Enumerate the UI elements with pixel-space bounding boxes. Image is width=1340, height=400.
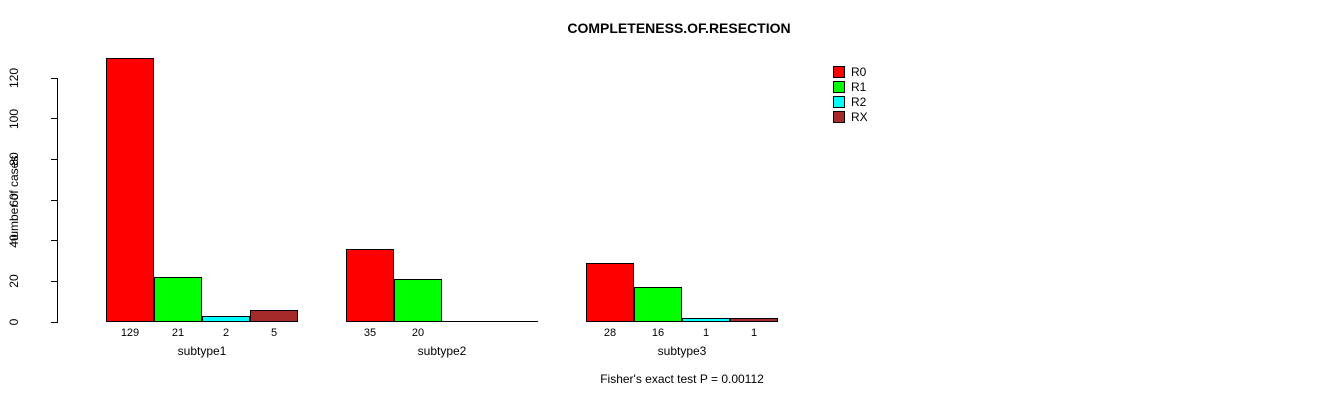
annotation-fisher-test: Fisher's exact test P = 0.00112 (600, 372, 764, 386)
bar-subtype1-R2 (202, 316, 250, 322)
bar-subtype2-R2 (442, 321, 490, 322)
y-tick (51, 158, 57, 160)
bar-subtype2-RX (490, 321, 538, 322)
legend-item-R0: R0 (833, 64, 868, 79)
bar-subtype3-R2 (682, 318, 730, 322)
bar-value-label: 5 (270, 327, 278, 339)
bar-value-label: 21 (171, 327, 185, 339)
legend-item-RX: RX (833, 109, 868, 124)
y-tick (51, 118, 57, 120)
bar-value-label: 28 (603, 327, 617, 339)
y-tick (51, 199, 57, 201)
bar-value-label: 1 (702, 327, 710, 339)
bar-subtype2-R1 (394, 279, 442, 322)
y-tick-label: 120 (7, 67, 21, 89)
category-label-subtype3: subtype3 (657, 344, 707, 358)
bar-subtype1-RX (250, 310, 298, 322)
legend-swatch-R2 (833, 95, 845, 108)
y-tick (51, 321, 57, 323)
legend-swatch-RX (833, 110, 845, 123)
bar-subtype2-R0 (346, 249, 394, 322)
y-tick (51, 240, 57, 242)
bar-subtype3-RX (730, 318, 778, 322)
y-tick (51, 280, 57, 282)
legend-swatch-R0 (833, 65, 845, 78)
y-tick (51, 77, 57, 79)
category-label-subtype2: subtype2 (417, 344, 467, 358)
category-label-subtype1: subtype1 (177, 344, 227, 358)
legend-label-R1: R1 (851, 79, 867, 94)
legend-label-R0: R0 (851, 64, 867, 79)
bar-value-label: 16 (651, 327, 665, 339)
bar-subtype1-R1 (154, 277, 202, 322)
legend-item-R1: R1 (833, 79, 868, 94)
chart-title: COMPLETENESS.OF.RESECTION (567, 20, 791, 36)
bar-subtype3-R1 (634, 287, 682, 322)
bar-subtype3-R0 (586, 263, 634, 322)
bar-value-label: 2 (222, 327, 230, 339)
bar-value-label: 20 (411, 327, 425, 339)
bar-subtype1-R0 (106, 58, 154, 322)
bar-value-label: 1 (750, 327, 758, 339)
bar-value-label: 35 (363, 327, 377, 339)
legend-label-RX: RX (851, 109, 868, 124)
legend-label-R2: R2 (851, 94, 867, 109)
bar-value-label: 129 (120, 327, 140, 339)
legend: R0 R1 R2 RX (833, 64, 868, 124)
legend-item-R2: R2 (833, 94, 868, 109)
legend-swatch-R1 (833, 80, 845, 93)
y-axis-line (57, 78, 58, 323)
